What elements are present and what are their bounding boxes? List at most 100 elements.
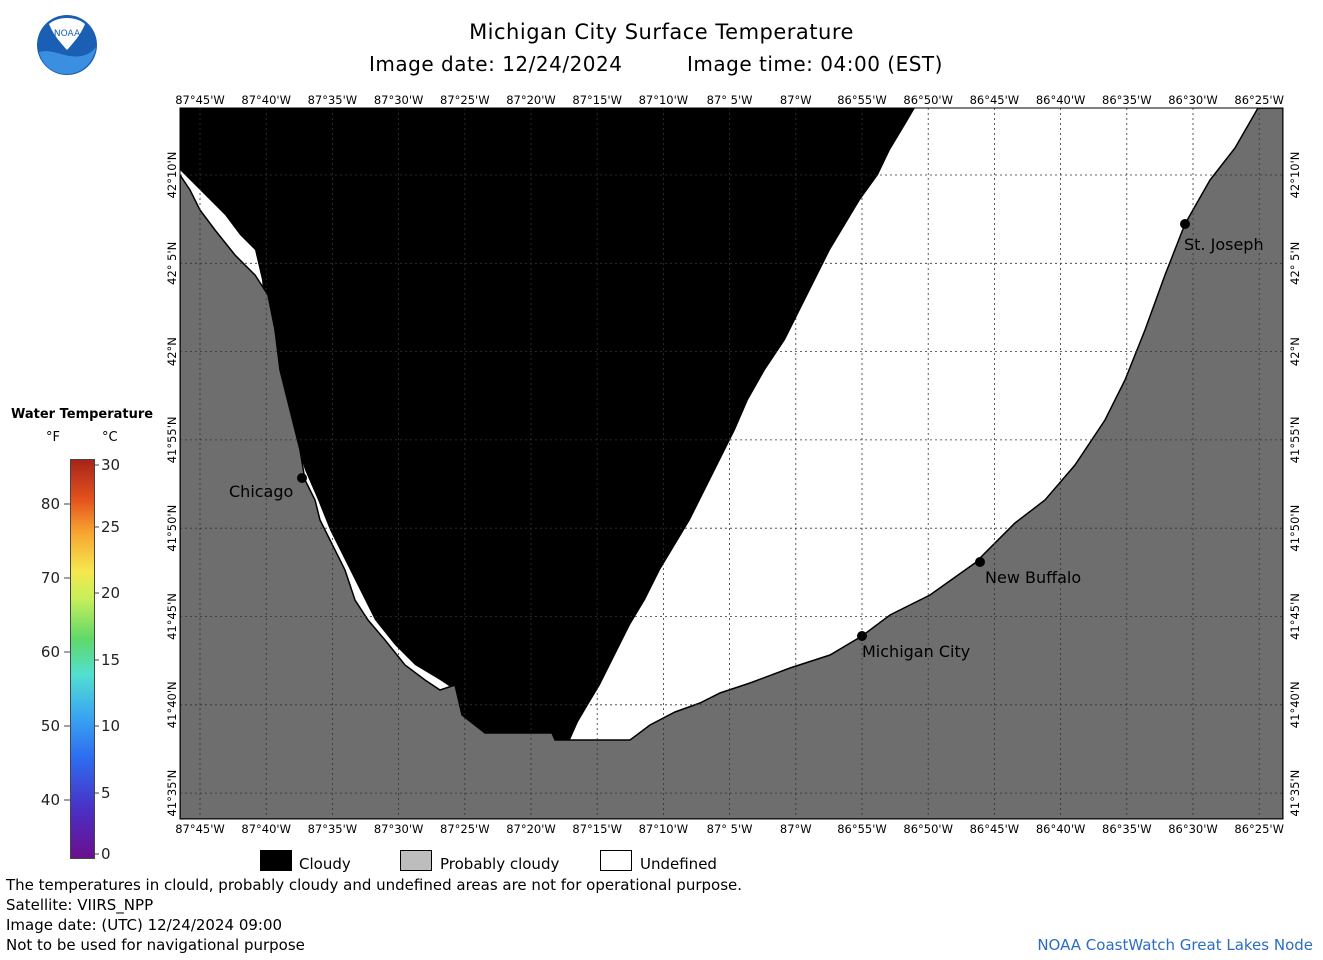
lat-label: 41°45'N — [1288, 593, 1302, 640]
lat-labels-right: 42°10'N 42° 5'N 42°N 41°55'N 41°50'N 41°45'N 4… — [1288, 152, 1302, 817]
lon-label: 87°40'W — [241, 822, 291, 836]
colorbar-c-label: 20 — [101, 584, 120, 602]
lon-label: 86°55'W — [837, 93, 887, 107]
lat-label: 42°N — [165, 337, 179, 366]
lon-label: 87°W — [780, 93, 812, 107]
noaa-logo: NOAA — [37, 15, 97, 75]
graticule — [180, 108, 1283, 819]
lon-label: 87°40'W — [241, 93, 291, 107]
colorbar-f-label: 80 — [41, 495, 60, 513]
st-joseph-marker — [1180, 219, 1190, 229]
lat-label: 42°N — [1288, 337, 1302, 366]
satellite: Satellite: VIIRS_NPP — [6, 896, 154, 914]
colorbar-c-label: 30 — [101, 456, 120, 474]
lat-label: 41°40'N — [1288, 681, 1302, 728]
lon-label: 87° 5'W — [707, 822, 753, 836]
lon-label: 86°35'W — [1102, 93, 1152, 107]
lon-label: 87°30'W — [374, 93, 424, 107]
lat-labels-left: 42°10'N 42° 5'N 42°N 41°55'N 41°50'N 41°45'N 4… — [165, 152, 179, 817]
legend-undefined-label: Undefined — [640, 855, 717, 873]
lon-label: 86°25'W — [1234, 93, 1284, 107]
lat-label: 42° 5'N — [165, 242, 179, 285]
map-title: Michigan City Surface Temperature — [469, 20, 854, 44]
nav-note: Not to be used for navigational purpose — [6, 936, 305, 954]
michigan-city-marker — [857, 631, 867, 641]
lon-label: 86°25'W — [1234, 822, 1284, 836]
lon-label: 87°35'W — [308, 93, 358, 107]
lat-label: 41°35'N — [1288, 770, 1302, 817]
colorbar-c-label: 0 — [101, 845, 111, 863]
colorbar-unit-f: °F — [46, 430, 60, 445]
lon-label: 87°W — [780, 822, 812, 836]
lat-label: 41°35'N — [165, 770, 179, 817]
lon-label: 87°10'W — [639, 93, 689, 107]
colorbar-f-label: 60 — [41, 643, 60, 661]
colorbar-f-label: 70 — [41, 569, 60, 587]
lon-label: 86°45'W — [970, 822, 1020, 836]
lon-label: 87°15'W — [572, 93, 622, 107]
new-buffalo-marker — [975, 557, 985, 567]
lon-label: 86°30'W — [1168, 93, 1218, 107]
lon-label: 87°25'W — [440, 822, 490, 836]
lon-label: 86°40'W — [1036, 822, 1086, 836]
lon-label: 87°35'W — [308, 822, 358, 836]
city-chicago: Chicago — [229, 482, 293, 501]
lon-label: 86°55'W — [837, 822, 887, 836]
chicago-marker — [297, 473, 307, 483]
lat-label: 42°10'N — [165, 152, 179, 199]
lat-label: 42°10'N — [1288, 152, 1302, 199]
lon-label: 87°15'W — [572, 822, 622, 836]
colorbar — [70, 459, 95, 859]
lat-label: 41°40'N — [165, 681, 179, 728]
lon-label: 87°20'W — [506, 822, 556, 836]
legend-cloudy-label: Cloudy — [299, 855, 351, 873]
utc-date: Image date: (UTC) 12/24/2024 09:00 — [6, 916, 283, 934]
credit-link[interactable]: NOAA CoastWatch Great Lakes Node — [1037, 936, 1313, 954]
lon-label: 86°35'W — [1102, 822, 1152, 836]
image-date: Image date: 12/24/2024 — [369, 52, 623, 76]
city-michigan-city: Michigan City — [862, 642, 970, 661]
lon-label: 87°20'W — [506, 93, 556, 107]
lon-label: 86°40'W — [1036, 93, 1086, 107]
image-time: Image time: 04:00 (EST) — [687, 52, 943, 76]
lat-label: 41°55'N — [1288, 417, 1302, 464]
legend-cloudy-swatch — [260, 850, 292, 871]
map-frame — [179, 107, 1284, 820]
lon-labels-top: 87°45'W 87°40'W 87°35'W 87°30'W 87°25'W 87°20… — [175, 93, 1284, 107]
lon-label: 87° 5'W — [707, 93, 753, 107]
city-new-buffalo: New Buffalo — [985, 568, 1081, 587]
lat-label: 41°50'N — [165, 505, 179, 552]
legend-undefined-swatch — [600, 850, 632, 871]
colorbar-c-label: 15 — [101, 651, 120, 669]
disclaimer: The temperatures in clould, probably clo… — [6, 876, 743, 894]
lat-label: 41°50'N — [1288, 505, 1302, 552]
colorbar-unit-c: °C — [102, 430, 118, 445]
lon-label: 86°50'W — [903, 93, 953, 107]
colorbar-title: Water Temperature — [11, 407, 154, 422]
lon-label: 87°45'W — [175, 822, 225, 836]
cloud-area — [180, 108, 915, 740]
colorbar-c-label: 5 — [101, 784, 111, 802]
lon-label: 87°10'W — [639, 822, 689, 836]
colorbar-f-label: 40 — [41, 791, 60, 809]
lon-labels-bottom: 87°45'W 87°40'W 87°35'W 87°30'W 87°25'W 87°20… — [175, 822, 1284, 836]
city-st-joseph: St. Joseph — [1184, 235, 1264, 254]
land-area — [180, 108, 1283, 819]
colorbar-c-label: 10 — [101, 717, 120, 735]
lon-label: 87°45'W — [175, 93, 225, 107]
legend-probably-cloudy-label: Probably cloudy — [440, 855, 560, 873]
lat-label: 41°55'N — [165, 417, 179, 464]
lat-label: 42° 5'N — [1288, 242, 1302, 285]
lon-label: 86°30'W — [1168, 822, 1218, 836]
lon-label: 86°45'W — [970, 93, 1020, 107]
legend-probably-cloudy-swatch — [400, 850, 432, 871]
noaa-logo-text: NOAA — [54, 29, 81, 39]
lon-label: 87°25'W — [440, 93, 490, 107]
lon-label: 87°30'W — [374, 822, 424, 836]
lon-label: 86°50'W — [903, 822, 953, 836]
colorbar-f-label: 50 — [41, 717, 60, 735]
lat-label: 41°45'N — [165, 593, 179, 640]
colorbar-c-label: 25 — [101, 518, 120, 536]
